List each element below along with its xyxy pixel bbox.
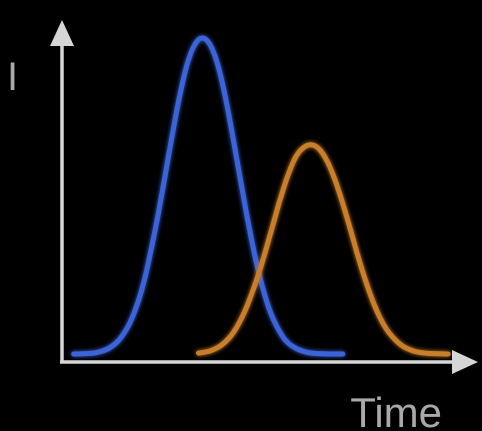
x-axis-arrowhead xyxy=(452,350,478,374)
series-line-1 xyxy=(71,35,346,357)
axes xyxy=(50,20,478,374)
series-layer xyxy=(71,35,451,357)
series-line-2 xyxy=(196,142,451,357)
x-axis-label: Time xyxy=(350,389,442,431)
y-axis-label: I xyxy=(7,55,18,99)
y-axis-arrowhead xyxy=(50,20,74,46)
